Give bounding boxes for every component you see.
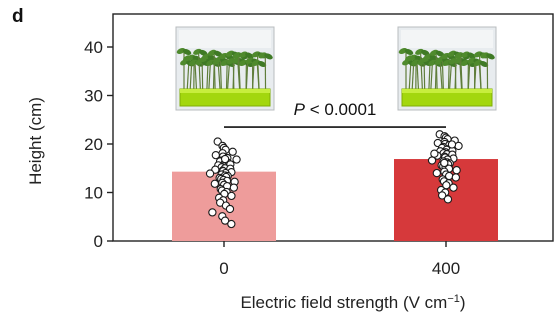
x-axis-label-sup: −1	[447, 293, 460, 305]
data-point-0-50	[208, 208, 217, 217]
data-point-0-44	[227, 191, 236, 201]
panel-label: d	[12, 6, 24, 27]
data-point-0-9	[232, 155, 241, 164]
data-point-400-48	[443, 195, 453, 204]
data-point-0-49	[225, 204, 235, 214]
data-point-400-50	[430, 149, 439, 158]
x-tick-label-400: 400	[432, 259, 460, 278]
data-point-0-54	[220, 154, 230, 164]
data-point-400-39	[451, 173, 461, 182]
seedling-photo-400	[397, 26, 497, 111]
x-tick-label-0: 0	[219, 259, 228, 278]
data-point-400-9	[454, 141, 463, 151]
y-tick-label-0: 0	[94, 232, 103, 251]
data-point-400-34	[452, 166, 461, 175]
x-axis-label-tail: )	[460, 293, 466, 312]
data-point-0-36	[210, 179, 219, 188]
p-value-annotation: P < 0.0001	[294, 100, 377, 119]
data-point-0-25	[205, 169, 215, 178]
y-tick-label-30: 30	[84, 87, 103, 106]
data-point-400-36	[432, 168, 441, 178]
seedling-photo-0	[175, 26, 275, 111]
data-point-400-47	[438, 191, 447, 200]
x-axis-label: Electric field strength (V cm−1)	[240, 293, 465, 312]
data-point-0-39	[229, 183, 239, 192]
y-tick-label-40: 40	[84, 38, 103, 57]
data-point-400-51	[440, 158, 449, 168]
y-tick-label-20: 20	[84, 135, 103, 154]
x-axis-label-main: Electric field strength (V cm	[240, 293, 447, 312]
data-point-400-49	[447, 140, 457, 149]
y-axis-label: Height (cm)	[26, 97, 45, 185]
data-point-0-52	[220, 216, 230, 225]
data-point-0-4	[228, 147, 237, 156]
y-tick-label-10: 10	[84, 184, 103, 203]
plot-frame	[112, 13, 554, 242]
data-point-400-25	[427, 156, 437, 165]
data-point-0-53	[227, 219, 236, 229]
data-point-400-44	[449, 183, 458, 192]
